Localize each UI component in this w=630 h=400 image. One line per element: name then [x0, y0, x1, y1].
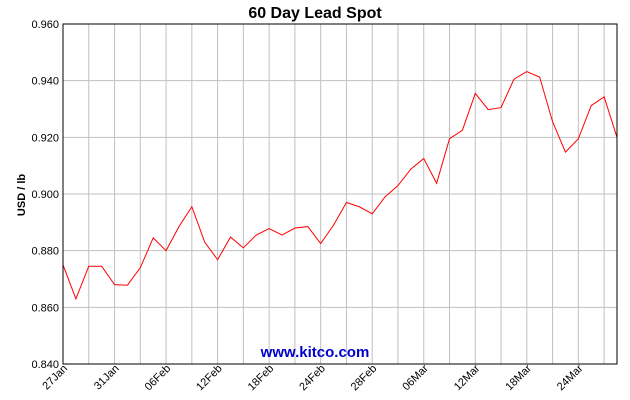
x-tick-label: 24Mar	[555, 362, 586, 393]
x-tick-label: 28Feb	[349, 363, 380, 394]
series-layer	[62, 71, 618, 301]
y-axis-ticks: 0.960 0.940 0.920 0.900 0.880 0.860 0.840	[31, 19, 59, 371]
y-tick-label: 0.960	[31, 19, 59, 31]
x-axis-ticks: 27Jan 31Jan 06Feb 12Feb 18Feb 24Feb 28Feb 06Mar…	[40, 362, 585, 393]
plot-frame	[62, 23, 618, 365]
x-tick-label: 12Mar	[452, 362, 483, 393]
y-tick-label: 0.900	[31, 189, 59, 201]
x-tick-label: 18Feb	[246, 363, 277, 394]
y-tick-label: 0.940	[31, 76, 59, 88]
x-tick-label: 31Jan	[92, 363, 122, 393]
watermark: www.kitco.com	[260, 344, 370, 361]
y-tick-label: 0.860	[31, 302, 59, 314]
chart-title: 60 Day Lead Spot	[248, 5, 382, 22]
x-tick-label: 18Mar	[503, 362, 534, 393]
y-axis-label: USD / lb	[16, 174, 28, 216]
x-tick-label: 06Feb	[143, 363, 174, 394]
y-tick-label: 0.880	[31, 246, 59, 258]
grid	[63, 23, 617, 365]
series-line	[62, 71, 618, 301]
y-tick-label: 0.920	[31, 132, 59, 144]
x-tick-label: 12Feb	[194, 363, 225, 394]
x-tick-label: 06Mar	[400, 362, 431, 393]
y-tick-label: 0.840	[31, 359, 59, 371]
x-tick-label: 24Feb	[297, 363, 328, 394]
